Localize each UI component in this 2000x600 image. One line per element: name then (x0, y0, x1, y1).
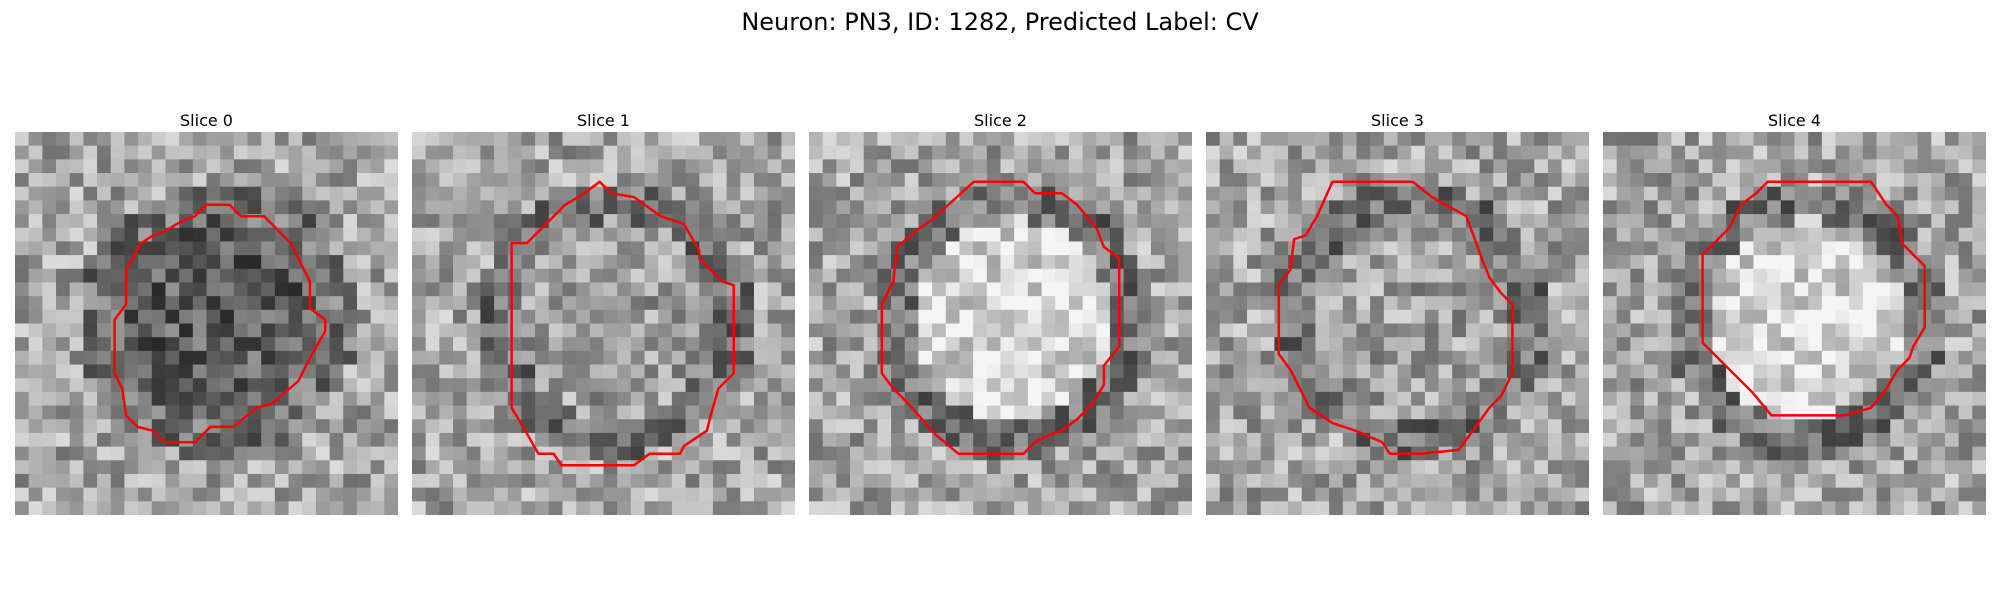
slice-title: Slice 2 (974, 111, 1027, 130)
slice-image (15, 132, 398, 515)
roi-contour (1701, 180, 1926, 417)
slice-panel-2: Slice 2 (809, 110, 1192, 515)
roi-contour (113, 203, 327, 444)
roi-contour (1277, 180, 1514, 455)
slice-title: Slice 4 (1768, 111, 1821, 130)
slice-title: Slice 1 (577, 111, 630, 130)
slice-title: Slice 0 (180, 111, 233, 130)
slice-image (1206, 132, 1589, 515)
roi-contour (880, 180, 1121, 455)
slice-panel-3: Slice 3 (1206, 110, 1589, 515)
slice-image (412, 132, 795, 515)
slice-image (809, 132, 1192, 515)
slice-panel-0: Slice 0 (15, 110, 398, 515)
slice-image (1603, 132, 1986, 515)
slice-title: Slice 3 (1371, 111, 1424, 130)
figure-title: Neuron: PN3, ID: 1282, Predicted Label: … (741, 8, 1259, 36)
roi-contour (510, 180, 735, 467)
slice-panel-4: Slice 4 (1603, 110, 1986, 515)
slice-panel-1: Slice 1 (412, 110, 795, 515)
